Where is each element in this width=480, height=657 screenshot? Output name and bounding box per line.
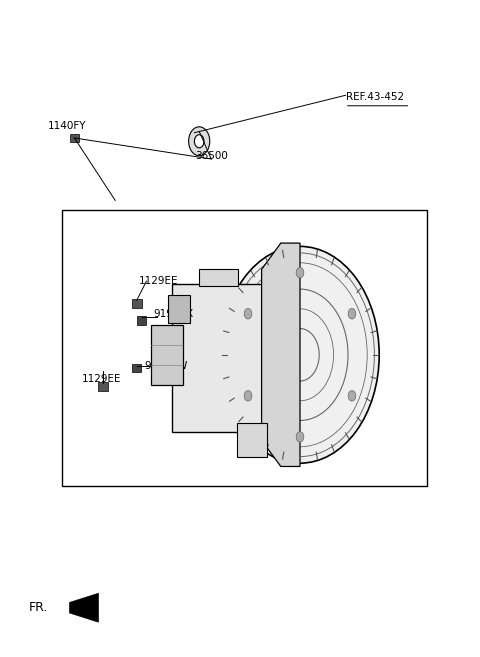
Circle shape — [244, 309, 252, 319]
Polygon shape — [262, 243, 300, 466]
FancyBboxPatch shape — [151, 325, 183, 385]
FancyBboxPatch shape — [199, 269, 238, 286]
Text: 91932X: 91932X — [154, 309, 194, 319]
Text: 91932W: 91932W — [144, 361, 187, 371]
Circle shape — [296, 267, 304, 278]
Polygon shape — [70, 134, 79, 142]
Text: REF.43-452: REF.43-452 — [346, 92, 404, 102]
Polygon shape — [70, 593, 98, 622]
Polygon shape — [137, 317, 146, 325]
Polygon shape — [132, 299, 142, 308]
Circle shape — [348, 309, 356, 319]
Polygon shape — [132, 364, 141, 372]
Text: FR.: FR. — [29, 601, 48, 614]
Text: 1129EE: 1129EE — [139, 276, 179, 286]
Bar — [62, 210, 427, 486]
Text: 1140FY: 1140FY — [48, 122, 86, 131]
FancyBboxPatch shape — [172, 284, 265, 432]
Polygon shape — [98, 382, 108, 391]
Circle shape — [194, 135, 204, 148]
Circle shape — [348, 390, 356, 401]
Text: 1129EE: 1129EE — [82, 374, 121, 384]
Circle shape — [244, 390, 252, 401]
Text: 36500: 36500 — [195, 151, 228, 161]
Circle shape — [296, 432, 304, 442]
FancyBboxPatch shape — [168, 295, 190, 323]
FancyBboxPatch shape — [237, 423, 267, 457]
Circle shape — [189, 127, 210, 156]
Circle shape — [221, 246, 379, 463]
